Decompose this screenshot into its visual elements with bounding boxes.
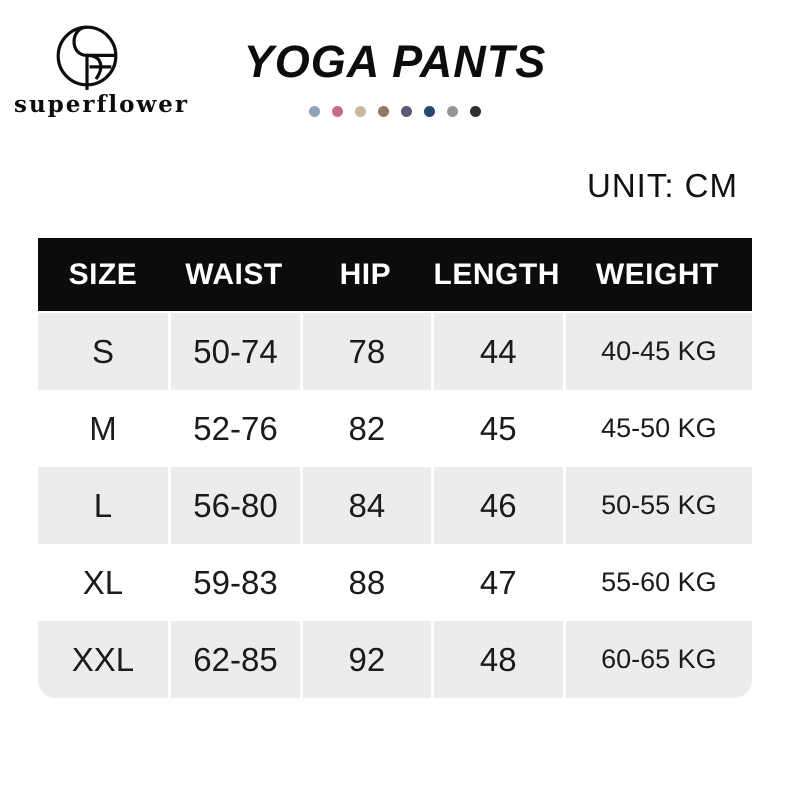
table-row: L 56-80 84 46 50-55 KG [38, 467, 752, 544]
cell-size: S [91, 332, 114, 370]
table-header-row: SIZE WAIST HIP LENGTH WEIGHT [38, 238, 752, 313]
table-row: M 52-76 82 45 45-50 KG [38, 390, 752, 467]
color-dot [332, 106, 343, 117]
column-header-length: LENGTH [433, 257, 560, 291]
cell-size: XL [82, 563, 124, 601]
color-dot [378, 106, 389, 117]
color-dot [401, 106, 412, 117]
cell-weight: 55-60 KG [601, 567, 717, 597]
cell-hip: 82 [348, 409, 386, 447]
cell-weight: 40-45 KG [562, 313, 752, 390]
column-header-waist: WAIST [185, 257, 283, 291]
color-dot [355, 106, 366, 117]
color-dot [447, 106, 458, 117]
cell-weight: 50-55 KG [562, 467, 752, 544]
cell-size: XXL [71, 640, 135, 678]
column-header-weight: WEIGHT [595, 257, 719, 291]
table-row: S 50-74 78 44 40-45 KG [38, 313, 752, 390]
brand-logo: superflower [14, 24, 190, 118]
cell-size: M [89, 409, 117, 447]
cell-length: 44 [430, 313, 563, 390]
cell-hip: 84 [300, 467, 431, 544]
table-row: XXL 62-85 92 48 60-65 KG [38, 621, 752, 698]
cell-waist: 62-85 [167, 621, 300, 698]
table-row: XL 59-83 88 47 55-60 KG [38, 544, 752, 621]
cell-waist: 52-76 [193, 409, 278, 447]
cell-weight: 45-50 KG [601, 413, 717, 443]
cell-length: 45 [479, 409, 517, 447]
color-dot [470, 106, 481, 117]
column-header-hip: HIP [339, 257, 392, 291]
size-chart-table: SIZE WAIST HIP LENGTH WEIGHT S 50-74 78 … [38, 238, 752, 698]
color-swatch-row [0, 106, 790, 117]
brand-name: superflower [14, 91, 190, 118]
column-header-size: SIZE [68, 257, 138, 291]
page-title: YOGA PANTS [243, 36, 547, 87]
cell-size: L [93, 486, 113, 524]
cell-length: 46 [430, 467, 563, 544]
cell-length: 47 [479, 563, 517, 601]
sf-monogram-icon [56, 25, 118, 90]
cell-waist: 56-80 [167, 467, 300, 544]
unit-label: UNIT: CM [587, 167, 738, 204]
cell-waist: 59-83 [193, 563, 278, 601]
cell-hip: 78 [300, 313, 431, 390]
cell-waist: 50-74 [167, 313, 300, 390]
cell-hip: 88 [348, 563, 386, 601]
cell-hip: 92 [300, 621, 431, 698]
cell-weight: 60-65 KG [562, 621, 752, 698]
cell-length: 48 [430, 621, 563, 698]
color-dot [309, 106, 320, 117]
color-dot [424, 106, 435, 117]
